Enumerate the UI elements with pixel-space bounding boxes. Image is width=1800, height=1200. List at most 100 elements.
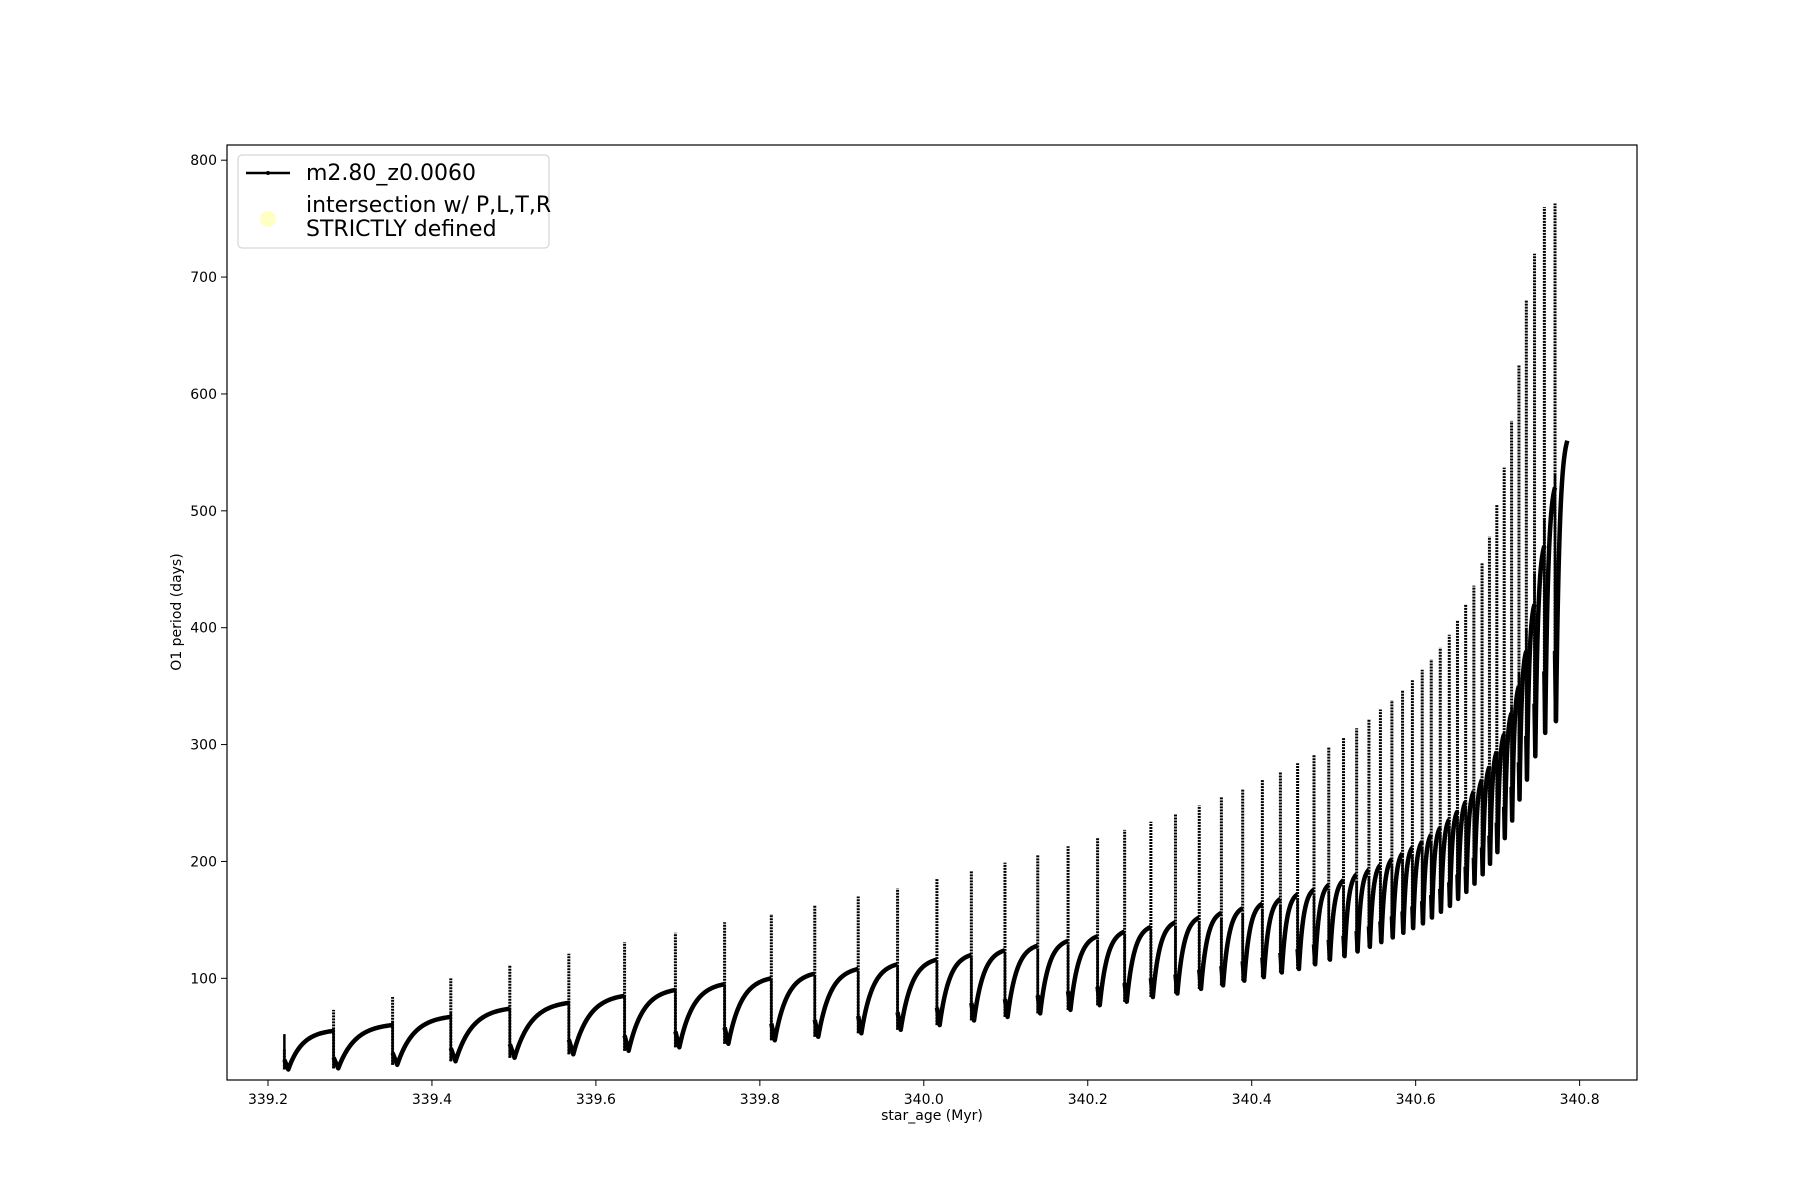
pulse-cycle <box>969 870 1007 1023</box>
pulse-curve <box>1278 892 1300 975</box>
pulse-curve <box>566 993 626 1057</box>
y-tick-label: 200 <box>190 854 217 870</box>
pulse-cycle <box>1219 797 1245 988</box>
pulse-curve <box>1122 924 1153 1004</box>
pulse-curve <box>769 971 817 1043</box>
y-tick-label: 500 <box>190 504 217 520</box>
pulse-cycle <box>673 932 726 1050</box>
pulse-curve <box>1354 867 1371 954</box>
x-tick-label: 340.6 <box>1396 1092 1436 1108</box>
pulse-cycle <box>1260 779 1283 980</box>
legend-intersection-label-line1: intersection w/ P,L,T,R <box>306 193 551 218</box>
pulse-cycle <box>934 878 973 1028</box>
pulse-cycle <box>1552 203 1570 724</box>
legend-intersection-marker <box>260 211 276 227</box>
pulse-curve <box>1326 878 1346 962</box>
pulse-cycle <box>1354 728 1371 954</box>
pulse-curve <box>1400 845 1415 935</box>
pulse-cycle <box>1389 700 1405 940</box>
x-tick-label: 340.8 <box>1560 1092 1600 1108</box>
pulse-curve <box>390 1014 452 1068</box>
legend-series-marker <box>266 171 270 175</box>
pulse-curve <box>1410 839 1425 931</box>
pulse-cycle <box>1410 680 1425 931</box>
pulse-curve <box>622 987 677 1054</box>
pulse-cycle <box>1366 718 1383 950</box>
legend-box <box>237 154 550 249</box>
pulse-cycle <box>856 896 899 1036</box>
pulse-cycle <box>507 965 570 1061</box>
plot-frame <box>226 144 1638 1081</box>
pulse-cycle <box>1278 771 1300 975</box>
pulse-cycle <box>722 922 773 1047</box>
pulse-curve <box>1095 929 1127 1008</box>
pulse-cycle <box>769 914 817 1043</box>
pulse-cycle <box>1196 805 1224 992</box>
y-tick-label: 700 <box>190 270 217 286</box>
pulse-curve <box>673 981 726 1050</box>
pulse-cycle <box>622 942 677 1054</box>
series-layer <box>282 203 1570 1072</box>
pulse-cycle <box>331 1009 394 1071</box>
pulse-curve <box>856 962 899 1036</box>
x-tick-label: 339.6 <box>576 1092 616 1108</box>
pulse-cycle <box>895 888 939 1032</box>
x-tick-label: 339.8 <box>740 1092 780 1108</box>
legend: m2.80_z0.0060 intersection w/ P,L,T,R ST… <box>237 154 551 249</box>
y-axis: 100 200 300 400 500 600 700 800 <box>190 153 227 987</box>
y-axis-label: O1 period (days) <box>169 553 185 670</box>
pulse-curve <box>1455 799 1468 902</box>
pulse-cycle <box>1438 647 1452 914</box>
legend-series-label: m2.80_z0.0060 <box>306 161 476 186</box>
plot-area-background <box>227 145 1637 1080</box>
pulse-curve <box>1438 817 1452 914</box>
pulse-curve <box>722 976 773 1047</box>
x-axis: 339.2 339.4 339.6 339.8 340.0 340.2 340.4 340.6… <box>248 1080 1600 1108</box>
pulse-cycle <box>1122 829 1153 1004</box>
pulse-cycle <box>282 1028 335 1072</box>
x-tick-label: 339.2 <box>248 1092 288 1108</box>
pulse-curve <box>1295 887 1316 972</box>
pulse-cycle <box>1295 763 1316 972</box>
pulse-curve <box>1366 862 1383 950</box>
pulse-cycle <box>390 997 452 1068</box>
pulse-curve <box>1002 943 1040 1020</box>
pulse-curve <box>1260 896 1283 980</box>
pulse-cycle <box>1326 746 1346 962</box>
pulse-cycle <box>1542 206 1558 736</box>
legend-intersection-label-line2: STRICTLY defined <box>306 217 497 242</box>
pulse-curve <box>1148 920 1178 1000</box>
pulse-curve <box>969 948 1007 1023</box>
pulse-cycle <box>1035 854 1070 1016</box>
pulse-curve <box>1341 872 1359 959</box>
y-tick-label: 100 <box>190 971 217 987</box>
pulse-curve <box>282 1028 335 1072</box>
pulse-cycle <box>1173 813 1201 996</box>
pulse-curve <box>331 1022 394 1071</box>
x-tick-label: 340.2 <box>1068 1092 1108 1108</box>
pulse-curve <box>1065 934 1100 1013</box>
pulse-cycle <box>1532 253 1547 759</box>
pulse-curve <box>507 1000 570 1061</box>
pulse-curve <box>1196 910 1224 992</box>
pulse-cycle <box>1400 690 1415 935</box>
pulse-cycle <box>1419 669 1434 926</box>
pulse-cycle <box>1065 846 1100 1013</box>
pulse-curve <box>934 952 973 1028</box>
pulse-curve <box>1240 901 1265 983</box>
x-axis-label: star_age (Myr) <box>881 1108 983 1124</box>
pulse-curve <box>1035 938 1070 1016</box>
x-tick-label: 339.4 <box>412 1092 452 1108</box>
pulse-cycle <box>1311 755 1331 967</box>
pulse-curve <box>1532 544 1547 759</box>
pulse-curve <box>1524 602 1537 782</box>
pulse-curve <box>448 1006 511 1064</box>
pulse-curve <box>812 966 860 1040</box>
pulse-cycle <box>1524 300 1537 782</box>
x-tick-label: 340.0 <box>904 1092 944 1108</box>
pulse-curve <box>1173 915 1201 996</box>
pulse-cycle <box>1095 838 1127 1008</box>
pulse-cycle <box>1148 821 1178 1000</box>
y-tick-label: 400 <box>190 621 217 637</box>
